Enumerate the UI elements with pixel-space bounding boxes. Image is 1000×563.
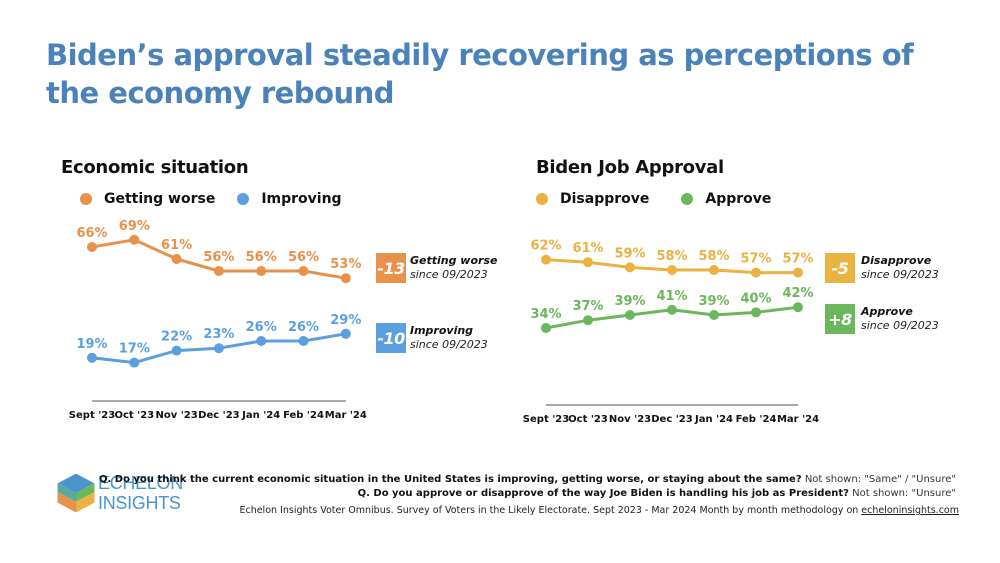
approve-data-label: 42% [782, 286, 813, 301]
disapprove-data-label: 59% [614, 246, 645, 261]
x-tick-label: Dec '23 [198, 410, 240, 421]
disapprove-change-badge: -5 [825, 253, 855, 283]
legend-getting-worse: Getting worse [80, 191, 215, 207]
legend-disapprove: Disapprove [536, 191, 649, 207]
getting-worse-point [213, 266, 224, 276]
disapprove-data-label: 57% [782, 252, 813, 267]
echelon-insights-logo: ECHELON INSIGHTS [98, 473, 183, 513]
disapprove-point [793, 267, 803, 278]
getting-worse-point [87, 242, 97, 252]
source-link[interactable]: echeloninsights.com [861, 505, 959, 516]
x-tick-label: Nov '23 [609, 414, 651, 425]
disapprove-point [541, 254, 551, 265]
improving-point [298, 336, 309, 346]
improving-data-label: 26% [288, 320, 319, 335]
approve-data-label: 37% [572, 299, 603, 314]
x-tick-label: Sept '23 [69, 410, 115, 421]
question-economy: Q. Do you think the current economic sit… [98, 474, 956, 485]
approve-change-note: Approve since 09/2023 [861, 305, 939, 332]
improving-change-note: Improving since 09/2023 [410, 324, 488, 351]
approval-chart-title: Biden Job Approval [536, 157, 724, 178]
x-tick-label: Feb '24 [283, 410, 324, 421]
disapprove-marker-icon [536, 193, 548, 205]
approve-marker-icon [681, 193, 694, 205]
improving-data-label: 19% [76, 337, 107, 352]
improving-point [129, 357, 140, 368]
economic-chart-title: Economic situation [61, 157, 249, 178]
disapprove-data-label: 58% [698, 249, 729, 264]
source-note: Echelon Insights Voter Omnibus. Survey o… [239, 505, 959, 516]
disapprove-point [625, 262, 635, 273]
approve-point [583, 315, 593, 326]
improving-data-label: 22% [161, 330, 192, 345]
approve-point [751, 307, 761, 318]
getting-worse-data-label: 69% [119, 219, 150, 234]
approve-change-badge: +8 [825, 304, 855, 334]
echelon-logo-icon [57, 473, 95, 513]
legend-improving: Improving [237, 191, 342, 207]
x-tick-label: Oct '23 [568, 414, 608, 425]
improving-change-badge: -10 [376, 323, 406, 353]
getting-worse-point [171, 254, 182, 264]
improving-point [87, 352, 97, 363]
disapprove-point [667, 265, 677, 275]
economic-legend: Getting worse Improving [80, 191, 364, 207]
improving-point [256, 336, 267, 346]
approval-legend: Disapprove Approve [536, 191, 793, 207]
approve-point [667, 304, 677, 315]
improving-point [171, 345, 182, 356]
getting-worse-point [298, 266, 309, 276]
getting-worse-point [256, 266, 267, 276]
improving-marker-icon [237, 193, 250, 205]
approve-data-label: 34% [530, 307, 561, 322]
getting-worse-data-label: 61% [161, 238, 192, 253]
improving-data-label: 17% [119, 342, 150, 357]
approve-data-label: 41% [656, 289, 687, 304]
approve-point [793, 302, 803, 313]
approve-data-label: 40% [740, 291, 771, 306]
approve-data-label: 39% [614, 294, 645, 309]
improving-data-label: 26% [246, 320, 277, 335]
getting-worse-change-badge: -13 [376, 253, 406, 283]
x-tick-label: Feb '24 [736, 414, 777, 425]
x-tick-label: Mar '24 [777, 414, 819, 425]
getting-worse-data-label: 53% [330, 257, 361, 272]
improving-data-label: 29% [330, 313, 361, 328]
disapprove-data-label: 62% [530, 239, 561, 254]
getting-worse-change-note: Getting worse since 09/2023 [410, 254, 498, 281]
improving-point [213, 343, 224, 354]
approve-point [625, 310, 635, 320]
approve-point [541, 323, 551, 333]
x-tick-label: Jan '24 [241, 410, 280, 421]
x-tick-label: Mar '24 [325, 410, 367, 421]
improving-data-label: 23% [203, 327, 234, 342]
x-tick-label: Jan '24 [694, 414, 733, 425]
getting-worse-data-label: 56% [203, 250, 234, 265]
question-approval: Q. Do you approve or disapprove of the w… [357, 488, 956, 499]
approve-point [709, 310, 719, 320]
x-tick-label: Oct '23 [114, 410, 154, 421]
improving-point [340, 328, 351, 339]
disapprove-data-label: 57% [740, 252, 771, 267]
disapprove-point [583, 257, 593, 268]
getting-worse-point [129, 234, 140, 245]
disapprove-change-note: Disapprove since 09/2023 [861, 254, 939, 281]
page-title: Biden’s approval steadily recovering as … [46, 38, 914, 110]
getting-worse-data-label: 66% [76, 226, 107, 241]
x-tick-label: Nov '23 [155, 410, 197, 421]
getting-worse-data-label: 56% [288, 250, 319, 265]
getting-worse-data-label: 56% [246, 250, 277, 265]
disapprove-data-label: 58% [656, 249, 687, 264]
legend-approve: Approve [681, 191, 771, 207]
approve-data-label: 39% [698, 294, 729, 309]
x-tick-label: Dec '23 [651, 414, 693, 425]
getting-worse-marker-icon [80, 193, 92, 205]
disapprove-data-label: 61% [572, 241, 603, 256]
getting-worse-point [340, 273, 351, 284]
x-tick-label: Sept '23 [523, 414, 569, 425]
disapprove-point [709, 265, 719, 275]
disapprove-point [751, 267, 761, 278]
